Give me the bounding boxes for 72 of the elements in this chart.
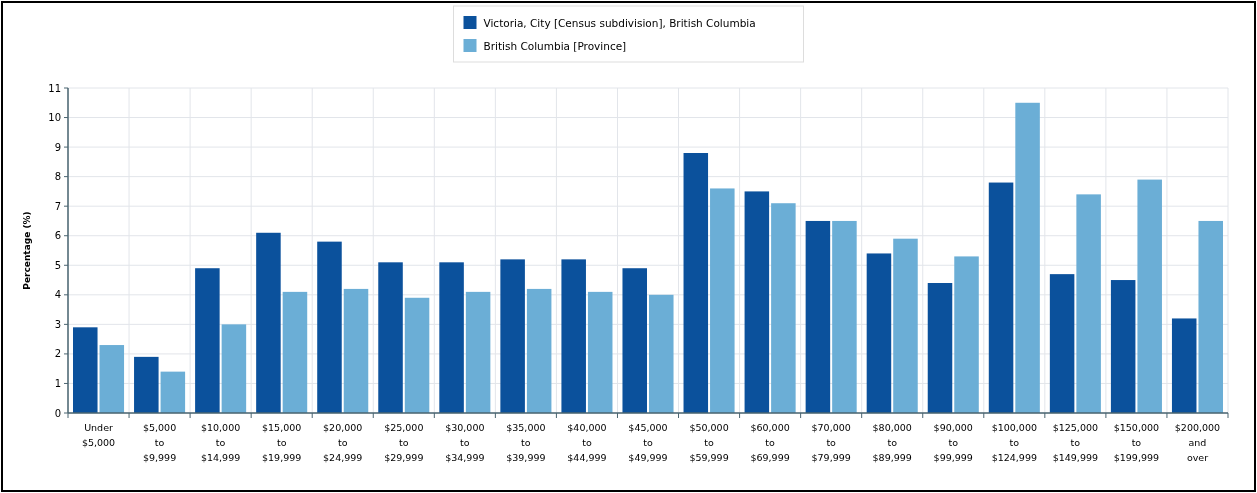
bar <box>587 291 613 413</box>
y-axis-title: Percentage (%) <box>22 211 32 290</box>
bar <box>561 259 586 413</box>
x-tick-label: $20,000 to $24,999 <box>323 422 363 463</box>
x-tick-label: $70,000 to $79,999 <box>811 422 851 463</box>
bar <box>1015 102 1040 413</box>
bar <box>343 288 369 413</box>
bar <box>500 259 525 413</box>
bar <box>195 268 220 413</box>
bar <box>73 327 98 413</box>
bar <box>805 220 831 413</box>
bar <box>160 371 186 413</box>
y-tick-label: 9 <box>54 141 61 153</box>
bar <box>744 191 770 413</box>
bar <box>771 203 796 413</box>
bar <box>1110 280 1136 413</box>
bar <box>649 294 674 413</box>
x-tick-label: $90,000 to $99,999 <box>933 422 973 463</box>
x-tick-label: $125,000 to $149,999 <box>1052 422 1099 463</box>
bar <box>1171 318 1197 413</box>
legend-label: British Columbia [Province] <box>483 39 627 52</box>
bar <box>954 256 979 413</box>
y-tick-label: 4 <box>54 289 61 301</box>
y-tick-label: 10 <box>48 112 61 124</box>
bar <box>134 356 159 413</box>
x-tick-label: $80,000 to $89,999 <box>872 422 912 463</box>
y-tick-label: 0 <box>54 407 61 419</box>
y-tick-label: 7 <box>54 200 61 212</box>
bar <box>927 283 953 413</box>
x-tick-label: $10,000 to $14,999 <box>200 422 241 463</box>
y-tick-label: 5 <box>54 259 61 271</box>
bar <box>378 262 403 413</box>
x-tick-label: Under $5,000 <box>81 422 116 448</box>
x-tick-label: $15,000 to $19,999 <box>262 422 302 463</box>
x-tick-label: $45,000 to $49,999 <box>628 422 668 463</box>
x-tick-label: $50,000 to $59,999 <box>689 422 729 463</box>
bar <box>1076 194 1101 413</box>
x-tick-label: $100,000 to $124,999 <box>991 422 1037 463</box>
y-tick-label: 8 <box>54 171 61 183</box>
bar <box>1137 179 1162 413</box>
y-tick-label: 2 <box>54 348 61 360</box>
bar <box>282 291 308 413</box>
x-tick-label: $5,000 to $9,999 <box>142 422 177 463</box>
bar <box>832 220 857 413</box>
bar <box>866 253 892 413</box>
x-tick-label: $25,000 to $29,999 <box>384 422 424 463</box>
bar <box>622 268 647 413</box>
bar <box>526 288 552 413</box>
bar <box>99 345 125 413</box>
bar <box>256 232 281 413</box>
legend-label: Victoria, City [Census subdivision], British Columbia <box>483 16 756 29</box>
bar <box>317 241 342 413</box>
y-tick-label: 3 <box>54 318 61 330</box>
bar <box>893 238 918 413</box>
bar <box>439 262 464 413</box>
bar <box>1198 220 1223 413</box>
y-tick-label: 11 <box>48 82 61 94</box>
x-tick-label: $150,000 to $199,999 <box>1113 422 1160 463</box>
bar <box>1049 274 1075 413</box>
bar <box>221 324 247 413</box>
bar <box>710 188 735 413</box>
y-tick-label: 6 <box>54 230 61 242</box>
bar <box>683 153 709 413</box>
x-tick-label: $60,000 to $69,999 <box>750 422 790 463</box>
x-tick-label: $40,000 to $44,999 <box>567 422 607 463</box>
x-tick-label: $200,000 and over <box>1174 422 1221 463</box>
y-tick-label: 1 <box>54 377 61 389</box>
bar <box>465 291 491 413</box>
bar <box>988 182 1014 413</box>
bar <box>404 297 430 413</box>
x-tick-label: $35,000 to $39,999 <box>506 422 546 463</box>
x-tick-label: $30,000 to $34,999 <box>445 422 485 463</box>
